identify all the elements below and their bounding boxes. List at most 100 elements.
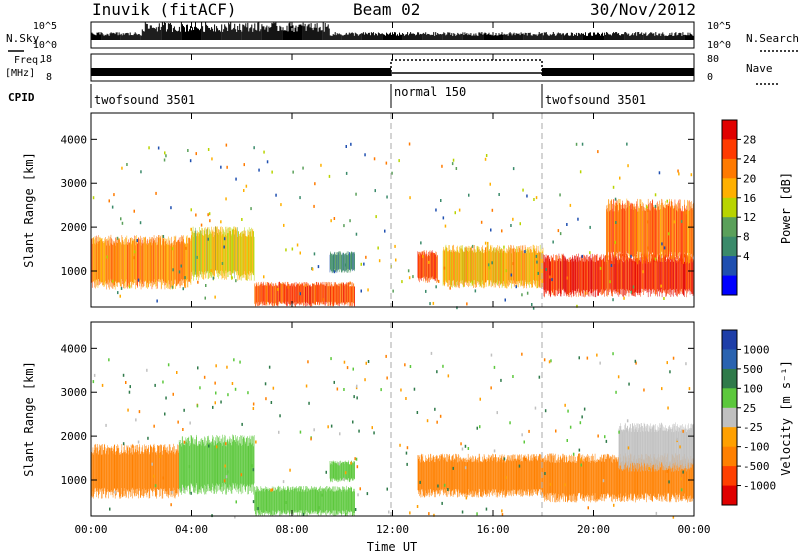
heatmap-speckle: [136, 239, 138, 242]
heatmap-speckle: [374, 189, 376, 193]
heatmap-cell: [212, 231, 213, 276]
heatmap-cell: [266, 284, 267, 305]
heatmap-cell: [480, 252, 482, 288]
heatmap-cell: [674, 207, 675, 261]
heatmap-cell: [586, 457, 588, 497]
heatmap-speckle: [630, 290, 632, 294]
heatmap-cell: [657, 261, 658, 297]
heatmap-cell: [658, 255, 659, 291]
heatmap-cell: [300, 486, 301, 511]
heatmap-cell: [111, 243, 112, 288]
heatmap-cell: [207, 442, 208, 491]
heatmap-speckle: [116, 236, 119, 240]
heatmap-speckle: [151, 462, 153, 466]
heatmap-cell: [641, 423, 642, 463]
heatmap-cell: [126, 445, 128, 490]
heatmap-cell: [423, 250, 425, 277]
heatmap-cell: [126, 243, 127, 288]
heatmap-speckle: [239, 360, 241, 364]
heatmap-speckle: [356, 465, 359, 469]
heatmap-cell: [338, 283, 339, 304]
heatmap-cell: [345, 253, 346, 272]
heatmap-cell: [521, 457, 523, 493]
heatmap-cell: [692, 204, 694, 257]
heatmap-cell: [264, 284, 266, 305]
heatmap-cell: [308, 286, 310, 306]
heatmap-cell: [519, 249, 521, 285]
heatmap-cell: [642, 425, 643, 466]
heatmap-cell: [267, 282, 268, 302]
heatmap-cell: [632, 204, 634, 257]
heatmap-cell: [181, 436, 183, 485]
heatmap-speckle: [627, 164, 629, 168]
heatmap-cell: [350, 253, 352, 272]
heatmap-cell: [663, 457, 664, 497]
heatmap-cell: [302, 282, 303, 303]
heatmap-cell: [429, 457, 430, 493]
heatmap-cell: [117, 238, 119, 283]
heatmap-cell: [513, 248, 514, 284]
heatmap-cell: [506, 458, 508, 494]
heatmap-cell: [583, 254, 584, 290]
heatmap-cell: [289, 490, 290, 515]
heatmap-cell: [275, 283, 277, 304]
heatmap-cell: [337, 285, 338, 306]
heatmap-cell: [454, 250, 456, 286]
heatmap-cell: [335, 461, 336, 479]
heatmap-cell: [161, 244, 162, 289]
heatmap-speckle: [512, 167, 515, 171]
heatmap-cell: [217, 437, 219, 486]
heatmap-cell: [251, 436, 252, 485]
heatmap-cell: [660, 456, 661, 497]
heatmap-cell: [291, 283, 293, 303]
heatmap-cell: [348, 282, 350, 303]
heatmap-speckle: [215, 445, 218, 449]
heatmap-speckle: [280, 203, 282, 207]
heatmap-cell: [316, 490, 318, 515]
heatmap-cell: [671, 255, 672, 291]
heatmap-speckle: [471, 280, 474, 284]
heatmap-cell: [420, 459, 421, 495]
heatmap-cell: [181, 446, 182, 495]
heatmap-speckle: [464, 466, 467, 470]
heatmap-cell: [502, 249, 503, 285]
y-tick-label: 4000: [61, 133, 88, 146]
heatmap-cell: [294, 282, 295, 303]
heatmap-cell: [437, 254, 438, 282]
heatmap-cell: [468, 247, 470, 283]
heatmap-cell: [99, 450, 100, 494]
heatmap-cell: [325, 487, 326, 512]
heatmap-speckle: [120, 217, 122, 221]
heatmap-speckle: [512, 262, 514, 266]
heatmap-cell: [312, 488, 313, 513]
heatmap-cell: [332, 284, 334, 305]
heatmap-cell: [417, 455, 419, 491]
heatmap-cell: [299, 491, 300, 516]
heatmap-cell: [240, 445, 242, 495]
heatmap-cell: [634, 257, 635, 293]
heatmap-cell: [631, 454, 633, 494]
heatmap-cell: [198, 236, 199, 281]
heatmap-speckle: [105, 423, 107, 427]
heatmap-cell: [573, 258, 574, 294]
heatmap-cell: [297, 488, 299, 513]
heatmap-cell: [632, 425, 634, 466]
heatmap-cell: [234, 226, 236, 271]
heatmap-cell: [511, 455, 513, 491]
heatmap-speckle: [479, 397, 481, 401]
heatmap-cell: [315, 489, 316, 514]
nsky-label: N.Sky: [6, 32, 39, 45]
heatmap-cell: [619, 253, 621, 289]
heatmap-speckle: [299, 430, 302, 434]
heatmap-cell: [568, 259, 569, 295]
heatmap-speckle: [673, 220, 676, 224]
heatmap-cell: [330, 251, 331, 270]
heatmap-cell: [646, 205, 648, 259]
heatmap-cell: [683, 260, 684, 296]
heatmap-cell: [227, 233, 228, 278]
heatmap-cell: [545, 457, 547, 498]
heatmap-cell: [692, 208, 693, 261]
heatmap-cell: [531, 460, 532, 496]
heatmap-cell: [600, 457, 602, 497]
heatmap-cell: [530, 455, 531, 491]
